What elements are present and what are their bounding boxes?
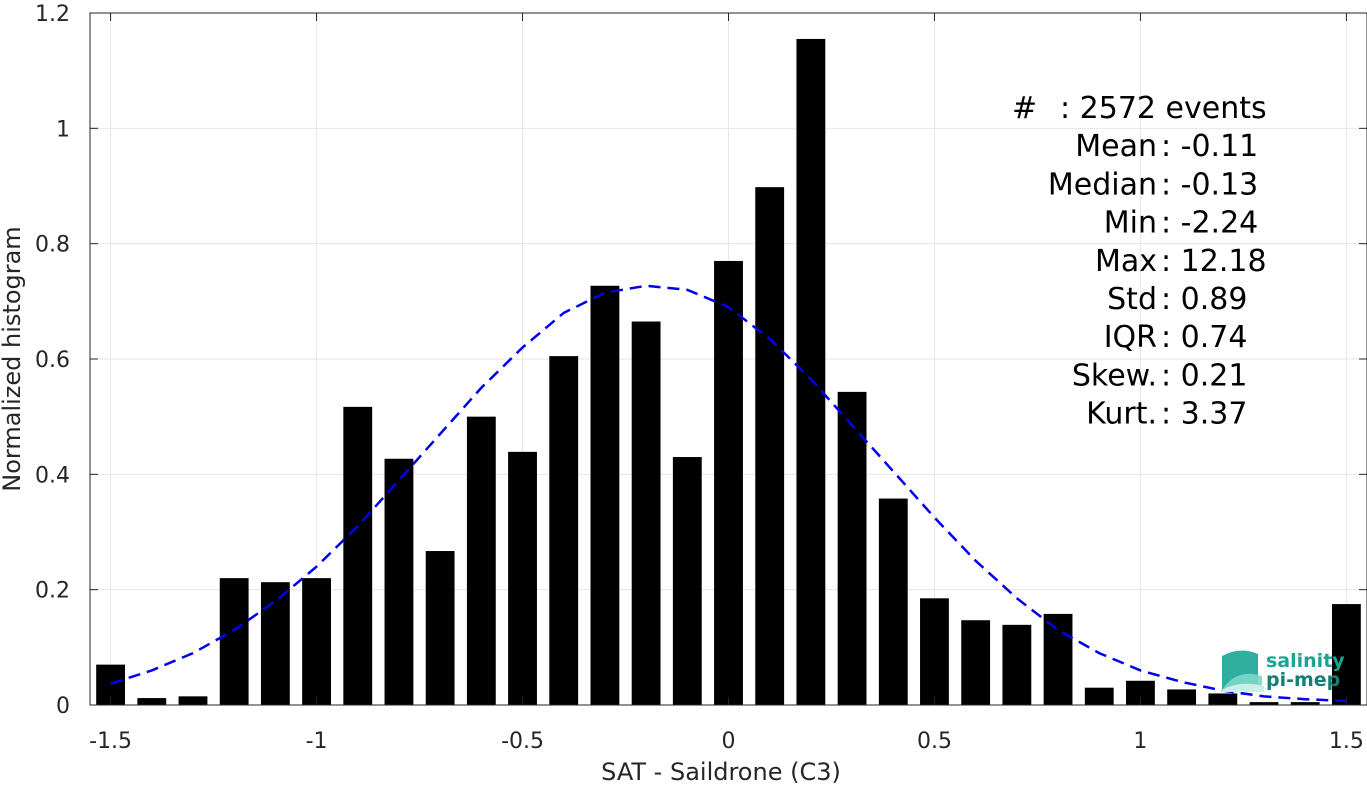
histogram-bar xyxy=(837,391,867,705)
x-axis-label: SAT - Saildrone (C3) xyxy=(601,758,841,785)
stat-label: Median xyxy=(1048,167,1157,202)
histogram-bar xyxy=(137,698,167,705)
salinity-pimep-logo: salinity pi-mep xyxy=(1222,650,1345,692)
histogram-bar xyxy=(219,578,249,705)
histogram-bar xyxy=(1002,624,1032,705)
histogram-bar xyxy=(796,38,826,705)
histogram-bar xyxy=(260,582,290,705)
wave-logo-icon xyxy=(1222,650,1264,692)
histogram-bar xyxy=(466,416,496,705)
histogram-bar xyxy=(1084,687,1114,705)
y-tick-label: 1 xyxy=(56,117,70,142)
x-tick-label: -1 xyxy=(306,729,328,754)
y-axis: 0 0.2 0.4 0.6 0.8 1 1.2 xyxy=(35,2,1367,719)
y-tick-label: 1.2 xyxy=(35,2,70,27)
histogram-bar xyxy=(384,458,414,705)
histogram-bar xyxy=(1208,693,1238,705)
histogram-bar xyxy=(1167,689,1197,705)
stat-value: : 12.18 xyxy=(1161,244,1267,279)
stat-value: : 0.74 xyxy=(1161,320,1247,355)
stat-value: : 0.21 xyxy=(1161,358,1247,393)
x-tick-label: -1.5 xyxy=(89,729,132,754)
x-tick-label: 0.5 xyxy=(917,729,952,754)
histogram-bar xyxy=(508,451,537,705)
y-tick-label: 0.6 xyxy=(35,348,70,373)
histogram-bar xyxy=(961,620,991,705)
stat-label: Min xyxy=(1104,206,1157,241)
histogram-bar xyxy=(1249,702,1279,705)
stat-value: : 3.37 xyxy=(1161,397,1247,432)
y-axis-label: Normalized histogram xyxy=(0,226,26,491)
histogram-bar xyxy=(878,498,908,705)
stat-label: # xyxy=(1012,91,1037,126)
bars xyxy=(96,38,1361,706)
histogram-bar xyxy=(178,696,208,705)
fit-curve xyxy=(110,284,1347,703)
logo-line1: salinity xyxy=(1266,650,1345,672)
stat-label: Max xyxy=(1095,244,1157,279)
stat-value: : -2.24 xyxy=(1161,206,1258,241)
x-tick-label: 0 xyxy=(722,729,736,754)
histogram-bar xyxy=(920,598,949,705)
histogram-bar xyxy=(343,406,373,705)
histogram-bar xyxy=(1290,702,1320,705)
logo-line2: pi-mep xyxy=(1266,669,1340,691)
y-tick-label: 0.2 xyxy=(35,579,70,604)
stat-value: : 2572 events xyxy=(1060,91,1267,126)
x-axis: -1.5 -1 -0.5 0 0.5 1 1.5 xyxy=(89,13,1364,754)
histogram-bar xyxy=(672,457,702,705)
y-tick-label: 0.4 xyxy=(35,463,70,488)
stat-label: Kurt. xyxy=(1086,397,1157,432)
stat-label: IQR xyxy=(1104,320,1157,355)
x-tick-label: 1 xyxy=(1133,729,1147,754)
stat-value: : 0.89 xyxy=(1161,282,1247,317)
histogram-bar xyxy=(590,285,620,705)
stat-value: : -0.13 xyxy=(1161,167,1258,202)
histogram-bar xyxy=(549,356,579,705)
histogram-bar xyxy=(302,578,331,705)
histogram-bar xyxy=(755,187,785,706)
stat-label: Mean xyxy=(1075,129,1157,164)
histogram-bar xyxy=(1043,613,1073,705)
stat-label: Skew. xyxy=(1072,358,1157,393)
stat-value: : -0.11 xyxy=(1161,129,1258,164)
histogram-bar xyxy=(714,260,743,705)
y-tick-label: 0.8 xyxy=(35,233,70,258)
stat-label: Std xyxy=(1107,282,1157,317)
x-tick-label: 1.5 xyxy=(1329,729,1364,754)
x-tick-label: -0.5 xyxy=(501,729,544,754)
histogram-bar xyxy=(1331,604,1361,705)
y-tick-label: 0 xyxy=(56,694,70,719)
histogram-bar xyxy=(425,551,455,705)
histogram-bar xyxy=(631,321,661,705)
